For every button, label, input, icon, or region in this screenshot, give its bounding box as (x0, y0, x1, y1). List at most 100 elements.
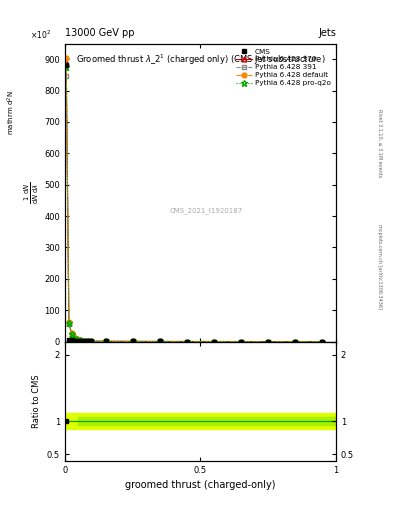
Y-axis label: $\frac{1}{\mathrm{d}N}\frac{\mathrm{d}N}{\mathrm{d}\lambda}$: $\frac{1}{\mathrm{d}N}\frac{\mathrm{d}N}… (23, 181, 41, 204)
Pythia 6.428 370 (83, 338, 88, 344)
Pythia 6.428 370 (64, 59, 68, 66)
Pythia 6.428 391 (86, 338, 90, 344)
Pythia 6.428 pro-q2o (320, 338, 325, 345)
Pythia 6.428 default (86, 338, 90, 344)
Pythia 6.428 default (157, 338, 162, 345)
Pythia 6.428 pro-q2o (72, 335, 77, 341)
Pythia 6.428 391 (239, 338, 243, 345)
Text: $\mathrm{mathrm\ d}^2\mathrm{N}$: $\mathrm{mathrm\ d}^2\mathrm{N}$ (6, 90, 17, 135)
Pythia 6.428 391 (157, 338, 162, 345)
X-axis label: groomed thrust (charged-only): groomed thrust (charged-only) (125, 480, 275, 490)
CMS (72, 337, 77, 344)
Pythia 6.428 370 (211, 338, 216, 345)
CMS (103, 338, 108, 345)
CMS (75, 338, 79, 344)
Pythia 6.428 default (69, 330, 74, 336)
CMS (211, 338, 216, 345)
Pythia 6.428 370 (77, 337, 82, 343)
CMS (80, 338, 85, 344)
CMS (83, 338, 88, 344)
Pythia 6.428 391 (69, 332, 74, 338)
CMS (88, 338, 93, 345)
Pythia 6.428 pro-q2o (211, 338, 216, 345)
Pythia 6.428 default (293, 338, 298, 345)
Pythia 6.428 391 (77, 337, 82, 344)
Pythia 6.428 391 (64, 73, 68, 79)
Pythia 6.428 391 (83, 338, 88, 344)
Pythia 6.428 pro-q2o (239, 338, 243, 345)
Pythia 6.428 391 (75, 336, 79, 343)
Pythia 6.428 370 (69, 331, 74, 337)
CMS (130, 338, 135, 345)
Text: mcplots.cern.ch [arXiv:1306.3436]: mcplots.cern.ch [arXiv:1306.3436] (377, 224, 382, 309)
Pythia 6.428 default (320, 338, 325, 345)
Pythia 6.428 391 (266, 338, 270, 345)
Text: Groomed thrust $\lambda\_2^1$ (charged only) (CMS jet substructure): Groomed thrust $\lambda\_2^1$ (charged o… (75, 52, 325, 67)
Pythia 6.428 370 (157, 338, 162, 345)
Pythia 6.428 default (77, 337, 82, 343)
Pythia 6.428 391 (88, 338, 93, 344)
CMS (293, 338, 298, 345)
Pythia 6.428 pro-q2o (80, 337, 85, 344)
CMS (266, 338, 270, 345)
Pythia 6.428 370 (86, 338, 90, 344)
Pythia 6.428 370 (293, 338, 298, 345)
Line: Pythia 6.428 default: Pythia 6.428 default (64, 55, 325, 344)
CMS (64, 62, 68, 69)
Pythia 6.428 default (80, 337, 85, 344)
Pythia 6.428 default (239, 338, 243, 345)
Pythia 6.428 370 (80, 337, 85, 344)
Pythia 6.428 370 (320, 338, 325, 345)
Pythia 6.428 370 (185, 338, 189, 345)
Pythia 6.428 391 (80, 337, 85, 344)
Pythia 6.428 default (185, 338, 189, 345)
Pythia 6.428 default (88, 338, 93, 344)
Text: $\times10^2$: $\times10^2$ (29, 28, 51, 40)
Pythia 6.428 default (83, 338, 88, 344)
Pythia 6.428 370 (66, 319, 71, 326)
Pythia 6.428 pro-q2o (130, 338, 135, 345)
Line: Pythia 6.428 pro-q2o: Pythia 6.428 pro-q2o (63, 64, 325, 345)
Line: Pythia 6.428 391: Pythia 6.428 391 (64, 74, 325, 344)
Pythia 6.428 370 (130, 338, 135, 345)
Pythia 6.428 default (211, 338, 216, 345)
Pythia 6.428 pro-q2o (86, 338, 90, 344)
Pythia 6.428 default (130, 338, 135, 345)
CMS (86, 338, 90, 344)
Pythia 6.428 default (75, 336, 79, 343)
Pythia 6.428 pro-q2o (83, 338, 88, 344)
Text: Rivet 3.1.10, ≥ 3.1M events: Rivet 3.1.10, ≥ 3.1M events (377, 109, 382, 178)
Y-axis label: Ratio to CMS: Ratio to CMS (32, 374, 41, 428)
Pythia 6.428 pro-q2o (69, 331, 74, 337)
Text: CMS_2021_I1920187: CMS_2021_I1920187 (169, 207, 242, 214)
CMS (77, 338, 82, 344)
Text: 13000 GeV pp: 13000 GeV pp (65, 28, 134, 38)
Pythia 6.428 391 (185, 338, 189, 345)
Pythia 6.428 391 (66, 321, 71, 327)
Pythia 6.428 pro-q2o (88, 338, 93, 344)
Pythia 6.428 391 (293, 338, 298, 345)
Pythia 6.428 391 (103, 338, 108, 345)
Pythia 6.428 pro-q2o (185, 338, 189, 345)
Pythia 6.428 391 (130, 338, 135, 345)
CMS (185, 338, 189, 345)
Pythia 6.428 pro-q2o (103, 338, 108, 345)
Pythia 6.428 pro-q2o (157, 338, 162, 345)
CMS (320, 338, 325, 345)
Pythia 6.428 pro-q2o (266, 338, 270, 345)
Pythia 6.428 370 (103, 338, 108, 345)
Pythia 6.428 pro-q2o (75, 336, 79, 343)
Legend: CMS, Pythia 6.428 370, Pythia 6.428 391, Pythia 6.428 default, Pythia 6.428 pro-: CMS, Pythia 6.428 370, Pythia 6.428 391,… (235, 47, 332, 88)
Pythia 6.428 370 (88, 338, 93, 344)
Pythia 6.428 391 (72, 335, 77, 341)
Pythia 6.428 pro-q2o (293, 338, 298, 345)
Pythia 6.428 370 (75, 336, 79, 343)
CMS (69, 337, 74, 344)
Pythia 6.428 pro-q2o (77, 337, 82, 344)
Pythia 6.428 391 (320, 338, 325, 345)
CMS (66, 337, 71, 343)
Pythia 6.428 370 (239, 338, 243, 345)
Pythia 6.428 default (72, 334, 77, 340)
Pythia 6.428 391 (211, 338, 216, 345)
CMS (157, 338, 162, 345)
